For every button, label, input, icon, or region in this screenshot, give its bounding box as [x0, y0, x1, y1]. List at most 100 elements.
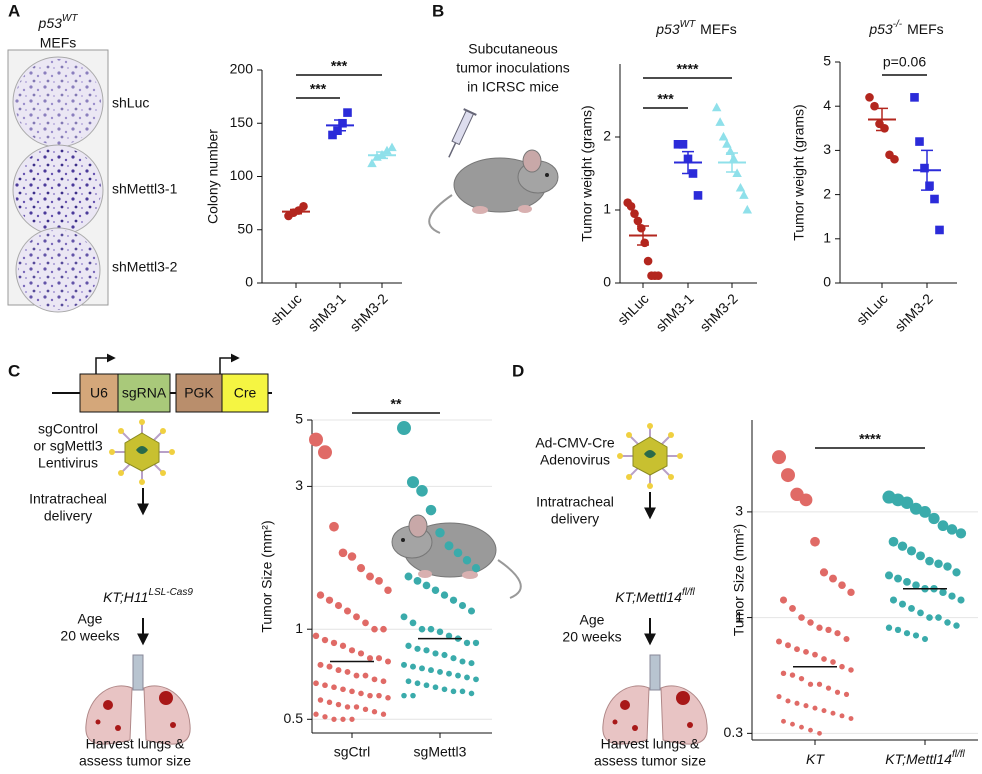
data-point — [865, 93, 874, 102]
x-tick-label: shM3-1 — [652, 290, 696, 334]
data-point — [329, 521, 339, 532]
y-tick-label: 1 — [735, 608, 743, 624]
data-point — [410, 663, 416, 670]
panel-label: A — [8, 1, 20, 20]
construct-element: Cre — [234, 385, 257, 401]
data-point — [406, 476, 420, 489]
data-point — [450, 688, 457, 695]
data-point — [640, 238, 649, 248]
y-tick-label: 5 — [295, 411, 303, 427]
data-point — [340, 716, 346, 722]
data-point — [711, 102, 722, 112]
data-point — [884, 571, 894, 580]
data-point — [371, 625, 378, 633]
shape-path — [95, 353, 116, 374]
inoculation-note: Subcutaneous — [468, 41, 558, 57]
data-point — [425, 504, 437, 516]
data-point — [459, 688, 466, 695]
data-point — [821, 708, 827, 714]
x-tick-label: sgCtrl — [334, 744, 371, 760]
data-point — [410, 692, 416, 699]
data-point — [362, 619, 369, 627]
data-point — [785, 698, 791, 704]
data-point — [353, 672, 360, 679]
data-point — [935, 225, 944, 235]
data-point — [423, 647, 430, 654]
error-bar — [290, 208, 302, 215]
data-point — [401, 661, 407, 668]
shape-rect — [79, 373, 119, 413]
data-point — [894, 574, 902, 583]
data-point — [935, 614, 942, 621]
chart-title-rest: MEFs — [700, 21, 737, 37]
significance-label: **** — [859, 431, 881, 447]
data-point — [637, 223, 646, 233]
data-point — [384, 658, 392, 665]
harvest-label: Harvest lungs & — [86, 736, 185, 752]
data-point — [471, 564, 481, 573]
data-point — [432, 650, 439, 657]
data-point — [889, 596, 898, 604]
data-point — [825, 626, 832, 634]
plate-header-main: p53 — [38, 15, 63, 31]
chart-title: p53-/- MEFs — [868, 19, 943, 37]
data-point — [313, 680, 319, 687]
data-point — [432, 684, 439, 691]
data-point — [446, 670, 452, 677]
shape-circle — [15, 147, 101, 233]
inoculation-note: in ICRSC mice — [467, 79, 559, 95]
data-point — [423, 682, 430, 689]
error-bar — [334, 119, 346, 132]
data-point — [428, 667, 434, 674]
data-point — [955, 528, 967, 539]
data-point — [330, 639, 338, 647]
data-point — [326, 663, 333, 670]
data-point — [326, 699, 333, 706]
data-point — [785, 642, 791, 649]
data-point — [313, 711, 319, 717]
y-tick-label: 0.3 — [724, 724, 744, 740]
data-point — [331, 684, 337, 691]
data-point — [816, 624, 823, 631]
data-point — [917, 609, 924, 617]
x-tick-label: sgMettl3 — [414, 744, 467, 760]
data-point — [803, 703, 809, 709]
y-axis-label: Colony number — [205, 129, 221, 224]
data-point — [317, 661, 324, 668]
data-point — [798, 614, 805, 621]
shape-circle — [18, 230, 98, 310]
age-label: 20 weeks — [60, 628, 119, 644]
data-point — [468, 607, 475, 615]
data-point — [473, 676, 479, 683]
data-point — [427, 625, 435, 633]
data-point — [926, 614, 933, 621]
data-point — [367, 158, 377, 168]
age-label: 20 weeks — [562, 629, 621, 645]
error-bar — [376, 151, 388, 160]
data-point — [794, 646, 800, 653]
data-point — [807, 619, 814, 626]
illustrations — [7, 49, 708, 745]
genotype-main: KT;H11 — [103, 589, 148, 605]
data-point — [431, 586, 440, 594]
data-point — [930, 194, 939, 204]
error-bar — [921, 149, 933, 191]
plate-header: MEFs — [40, 35, 77, 51]
harvest-label: Harvest lungs & — [601, 736, 700, 752]
data-point — [414, 680, 421, 687]
shape-use — [616, 422, 684, 490]
data-point — [322, 714, 328, 720]
data-point — [450, 655, 457, 662]
genotype: KT;H11LSL-Cas9 — [103, 587, 193, 605]
data-point — [807, 681, 814, 687]
error-bar — [637, 225, 649, 246]
data-point — [908, 604, 915, 612]
data-point — [919, 506, 931, 518]
data-point — [678, 140, 688, 149]
data-point — [830, 710, 836, 716]
data-point — [362, 672, 369, 679]
data-point — [742, 204, 753, 214]
y-axis-label: Tumor weight (grams) — [579, 105, 595, 241]
delivery-label: delivery — [44, 508, 92, 524]
data-point — [718, 131, 729, 141]
